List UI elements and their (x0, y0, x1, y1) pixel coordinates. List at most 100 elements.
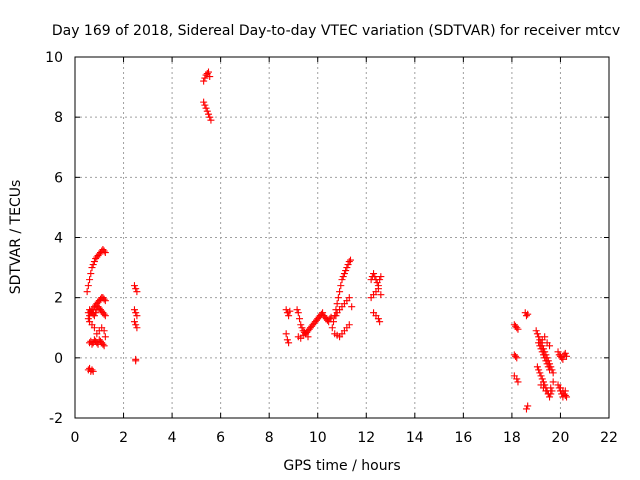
data-point (549, 378, 557, 386)
y-tick-label: 4 (54, 231, 63, 247)
data-point (533, 330, 541, 338)
data-point (345, 294, 353, 302)
data-point (319, 309, 327, 317)
data-point (100, 295, 108, 303)
data-point (514, 325, 522, 333)
data-point (101, 249, 109, 257)
data-point (337, 282, 345, 290)
data-point (371, 273, 379, 281)
data-point (546, 342, 554, 350)
data-point (535, 366, 543, 374)
data-point (561, 391, 569, 399)
data-point (544, 390, 552, 398)
data-point (339, 273, 347, 281)
data-point (345, 258, 353, 266)
data-point (546, 393, 554, 401)
data-point (206, 113, 214, 121)
data-point (201, 74, 209, 82)
data-point (535, 339, 543, 347)
data-point (536, 369, 544, 377)
data-point (286, 307, 294, 315)
data-point (130, 306, 138, 314)
data-point (132, 285, 140, 293)
data-point (86, 276, 94, 284)
data-point (512, 352, 520, 360)
data-point (327, 313, 335, 321)
data-point (100, 310, 108, 318)
data-point (130, 318, 138, 326)
data-point (535, 333, 543, 341)
data-point (563, 352, 571, 360)
x-tick-label: 10 (309, 430, 327, 446)
data-point (90, 258, 98, 266)
data-point (99, 340, 107, 348)
data-point (200, 77, 208, 85)
data-point (533, 363, 541, 371)
x-tick-label: 12 (357, 430, 375, 446)
data-point (89, 367, 97, 375)
data-point (130, 282, 138, 290)
data-point (285, 312, 293, 320)
data-point (205, 110, 212, 118)
data-point (326, 315, 334, 323)
axis-ticks: 0 2 4 6 8 10 12 14 16 18 20 22 -2 0 2 4 6 8 10 (45, 50, 618, 446)
data-point (283, 336, 291, 344)
data-point (336, 288, 344, 296)
data-point (132, 357, 140, 365)
data-point (549, 369, 557, 377)
data-point (541, 333, 549, 341)
data-point (342, 267, 350, 275)
data-point (88, 340, 96, 348)
x-tick-label: 22 (600, 430, 618, 446)
data-point (548, 387, 556, 395)
data-point (561, 349, 569, 357)
data-point (200, 98, 208, 106)
data-point (345, 321, 353, 329)
data-point (330, 318, 338, 326)
x-tick-label: 16 (454, 430, 472, 446)
data-point (90, 312, 98, 320)
data-point (522, 312, 530, 320)
data-point (297, 321, 305, 329)
data-point (344, 261, 352, 269)
data-point (89, 261, 97, 269)
data-point (513, 375, 521, 383)
data-point (133, 312, 141, 320)
data-point (537, 345, 545, 353)
x-tick-label: 4 (168, 430, 177, 446)
data-point (538, 375, 546, 383)
data-point (296, 315, 304, 323)
data-point (92, 309, 100, 317)
data-point (563, 393, 571, 401)
data-point (370, 270, 378, 278)
data-point (559, 355, 567, 363)
y-tick-label: 8 (54, 110, 63, 126)
data-point (374, 315, 382, 323)
chart-title: Day 169 of 2018, Sidereal Day-to-day VTE… (52, 23, 620, 39)
data-point (333, 300, 341, 308)
y-tick-label: 0 (54, 351, 63, 367)
data-point (346, 256, 354, 264)
data-point (202, 104, 210, 112)
x-tick-label: 6 (216, 430, 225, 446)
data-point (282, 330, 290, 338)
grid (75, 57, 609, 418)
data-point (100, 342, 108, 350)
data-point (207, 116, 215, 124)
x-tick-label: 20 (552, 430, 570, 446)
data-point (513, 354, 521, 362)
data-point (90, 324, 98, 332)
x-tick-label: 8 (265, 430, 274, 446)
data-point (101, 312, 109, 320)
data-point (334, 294, 342, 302)
data-point (100, 247, 108, 255)
data-point (132, 321, 140, 329)
data-point (133, 324, 141, 332)
y-tick-label: 10 (45, 50, 63, 66)
data-point (84, 282, 92, 290)
data-point (542, 357, 550, 365)
data-point (304, 333, 312, 341)
data-point (132, 309, 140, 317)
data-point (205, 68, 212, 76)
data-point (541, 354, 549, 362)
